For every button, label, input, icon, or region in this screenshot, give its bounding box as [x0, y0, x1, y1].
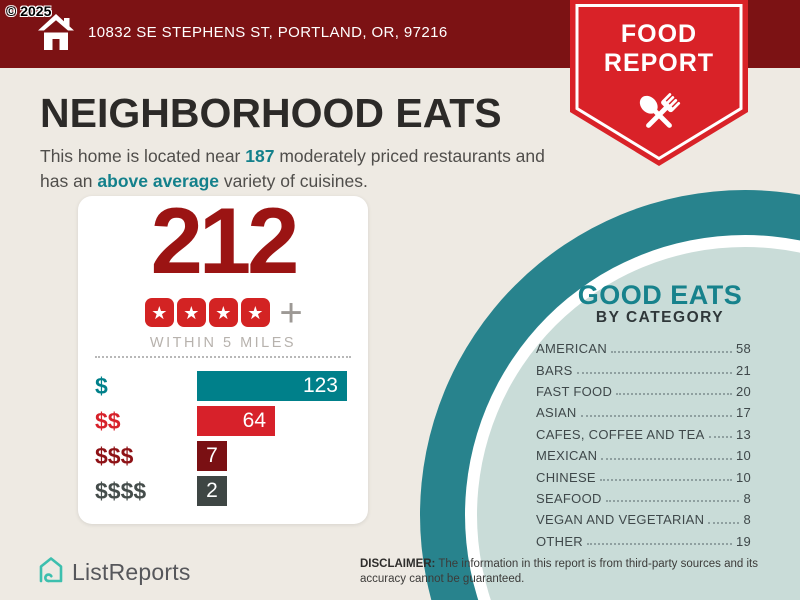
category-list: AMERICAN 58 BARS 21 FAST FOOD 20 ASIAN 17 CA… — [536, 338, 751, 552]
category-label: MEXICAN — [536, 448, 598, 464]
price-tier-label: $$ — [95, 408, 121, 434]
summary-text: This home is located near 187 moderately… — [40, 146, 545, 191]
category-label: VEGAN AND VEGETARIAN — [536, 512, 705, 528]
category-row: AMERICAN 58 — [536, 338, 751, 359]
total-restaurant-count: 212 — [150, 188, 300, 293]
category-value: 13 — [735, 426, 751, 442]
home-icon — [36, 11, 76, 62]
category-row: CAFES, COFFEE AND TEA 13 — [536, 424, 751, 445]
food-report-badge: FOOD REPORT — [570, 0, 748, 168]
dot-leader — [605, 500, 740, 503]
dot-leader — [580, 414, 732, 417]
category-label: FAST FOOD — [536, 383, 613, 399]
bar-value: 2 — [206, 479, 218, 502]
dot-leader — [576, 372, 732, 375]
dot-leader — [599, 479, 732, 482]
category-row: OTHER 19 — [536, 531, 751, 552]
category-label: AMERICAN — [536, 341, 608, 357]
category-value: 10 — [735, 469, 751, 485]
plus-icon: + — [279, 290, 303, 335]
radius-label: WITHIN 5 MILES — [149, 335, 297, 351]
listreports-logo: ListReports — [38, 556, 191, 589]
category-value: 58 — [735, 341, 751, 357]
category-label: OTHER — [536, 533, 583, 549]
copyright-text: © 2025 — [6, 3, 52, 19]
price-tier-row: $$ 64 — [78, 406, 368, 436]
price-tier-label: $$$ — [95, 443, 134, 469]
category-value: 17 — [735, 405, 751, 421]
category-value: 8 — [743, 512, 751, 528]
category-label: CHINESE — [536, 469, 596, 485]
category-row: CHINESE 10 — [536, 466, 751, 487]
price-tier-row: $$$ 7 — [78, 441, 368, 471]
category-row: BARS 21 — [536, 359, 751, 380]
property-address: 10832 SE STEPHENS ST, PORTLAND, OR, 9721… — [88, 24, 448, 41]
good-eats-subtitle: BY CATEGORY — [595, 309, 725, 326]
brand-name: ListReports — [72, 559, 191, 585]
star-rating-icon: ★ — [240, 298, 270, 327]
category-label: CAFES, COFFEE AND TEA — [536, 426, 705, 442]
category-value: 20 — [735, 383, 751, 399]
price-tier-bar: 7 — [197, 441, 227, 471]
category-row: ASIAN 17 — [536, 402, 751, 423]
pennant-shape — [570, 0, 748, 166]
category-label: ASIAN — [536, 405, 577, 421]
dot-leader — [611, 350, 732, 353]
dot-leader — [708, 521, 740, 524]
disclaimer-text: DISCLAIMER: The information in this repo… — [360, 558, 758, 585]
category-label: BARS — [536, 362, 573, 378]
rating-row: ★ ★ ★ ★ + — [78, 290, 368, 335]
category-value: 19 — [735, 533, 751, 549]
price-tier-bar: 2 — [197, 476, 227, 506]
dot-leader — [616, 393, 732, 396]
category-row: FAST FOOD 20 — [536, 381, 751, 402]
dot-leader — [708, 436, 732, 439]
category-value: 10 — [735, 448, 751, 464]
category-value: 8 — [743, 490, 751, 506]
dot-leader — [601, 457, 732, 460]
star-rating-icon: ★ — [176, 298, 206, 327]
price-tier-bar: 123 — [197, 371, 347, 401]
dotted-divider — [95, 356, 351, 358]
price-tier-row: $ 123 — [78, 371, 368, 401]
page-title: NEIGHBORHOOD EATS — [40, 90, 502, 136]
category-row: SEAFOOD 8 — [536, 488, 751, 509]
restaurant-count-highlight: 187 — [245, 146, 275, 166]
bar-value: 123 — [302, 374, 338, 397]
dot-leader — [587, 543, 732, 546]
price-tier-label: $$$$ — [95, 478, 147, 504]
star-rating-icon: ★ — [208, 298, 238, 327]
bar-value: 7 — [206, 444, 218, 467]
category-row: MEXICAN 10 — [536, 445, 751, 466]
price-tier-row: $$$$ 2 — [78, 476, 368, 506]
price-tier-label: $ — [95, 373, 108, 399]
variety-highlight: above average — [97, 171, 220, 191]
category-row: VEGAN AND VEGETARIAN 8 — [536, 509, 751, 530]
star-rating-icon: ★ — [144, 298, 174, 327]
category-label: SEAFOOD — [536, 490, 602, 506]
category-value: 21 — [735, 362, 751, 378]
badge-title: FOOD REPORT — [603, 20, 715, 77]
listreports-house-icon — [38, 556, 64, 589]
restaurant-stats-card: 212 ★ ★ ★ ★ + WITHIN 5 MILES $ 123 $$ 64… — [78, 188, 368, 524]
bar-value: 64 — [242, 409, 266, 432]
good-eats-title: GOOD EATS — [577, 280, 743, 310]
price-tier-bar: 64 — [197, 406, 275, 436]
